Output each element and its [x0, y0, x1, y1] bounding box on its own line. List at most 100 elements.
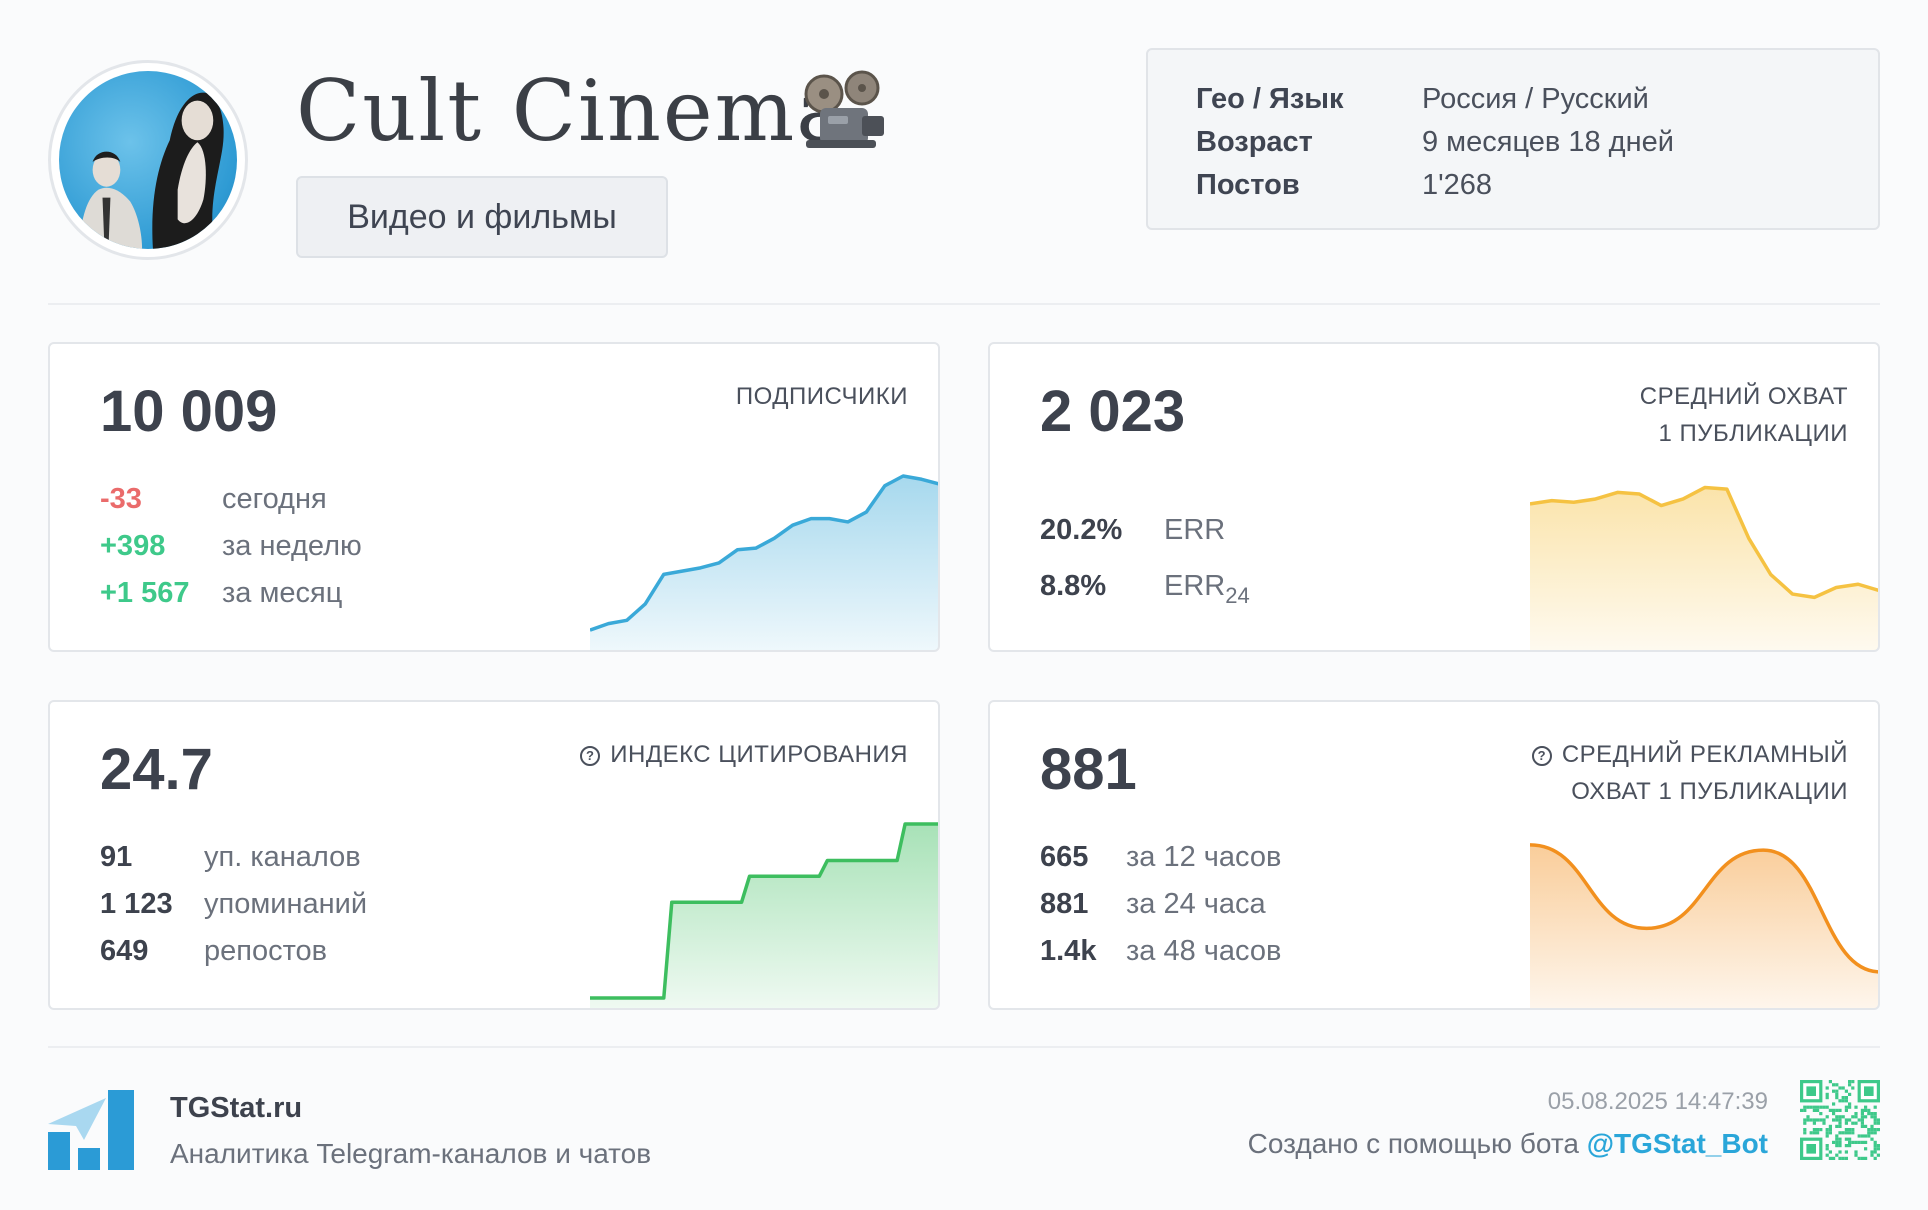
qr-module — [1851, 1131, 1855, 1135]
qr-module — [1857, 1134, 1861, 1138]
stat-row: 649 репостов — [100, 928, 367, 975]
stat-text: за 48 часов — [1126, 935, 1282, 967]
stat-number: 8.8% — [1040, 570, 1107, 602]
stat-text: репостов — [204, 935, 328, 967]
qr-module — [1867, 1128, 1871, 1132]
citation-label-text: ИНДЕКС ЦИТИРОВАНИЯ — [610, 741, 908, 768]
qr-module — [1848, 1131, 1852, 1135]
subscribers-chart — [590, 474, 938, 650]
qr-module — [1835, 1153, 1839, 1157]
qr-module — [1841, 1156, 1845, 1160]
ad-reach-card: 881 ? СРЕДНИЙ РЕКЛАМНЫЙ ОХВАТ 1 ПУБЛИКАЦИ… — [988, 700, 1880, 1010]
qr-module — [1803, 1108, 1807, 1112]
qr-module — [1825, 1131, 1829, 1135]
qr-module — [1832, 1102, 1836, 1106]
created-prefix: Создано с помощью бота — [1247, 1128, 1587, 1159]
chart-area — [1530, 487, 1878, 650]
citation-chart — [590, 822, 938, 1008]
qr-module — [1828, 1156, 1832, 1160]
info-key: Возраст — [1196, 126, 1313, 158]
qr-module — [1825, 1153, 1829, 1157]
chart-line — [590, 474, 938, 632]
qr-module — [1848, 1118, 1852, 1122]
qr-module — [1838, 1099, 1842, 1103]
qr-module — [1812, 1128, 1816, 1132]
qr-module — [1841, 1131, 1845, 1135]
qr-module — [1825, 1105, 1829, 1109]
qr-module — [1870, 1137, 1874, 1141]
stat-number: -33 — [100, 483, 142, 515]
qr-module — [1841, 1086, 1845, 1090]
info-key: Гео / Язык — [1196, 83, 1344, 115]
qr-module — [1848, 1102, 1852, 1106]
chart-area — [1530, 844, 1878, 1008]
citation-card: 24.7 ? ИНДЕКС ЦИТИРОВАНИЯ 91 уп. каналов … — [48, 700, 940, 1010]
qr-module — [1860, 1121, 1864, 1125]
qr-module — [1851, 1121, 1855, 1125]
stat-number: 881 — [1040, 888, 1089, 920]
qr-module — [1803, 1131, 1807, 1135]
qr-module — [1844, 1121, 1848, 1125]
qr-module — [1851, 1140, 1855, 1144]
qr-module — [1873, 1140, 1877, 1144]
ad-reach-label-line1: СРЕДНИЙ РЕКЛАМНЫЙ — [1561, 741, 1848, 768]
info-key: Постов — [1196, 169, 1300, 201]
qr-module — [1800, 1108, 1804, 1112]
info-value: 1'268 — [1422, 169, 1493, 201]
qr-module — [1860, 1124, 1864, 1128]
qr-module — [1838, 1150, 1842, 1154]
info-row-posts: Постов 1'268 — [1196, 164, 1830, 207]
qr-module — [1844, 1105, 1848, 1109]
qr-module — [1854, 1150, 1858, 1154]
brand-name[interactable]: TGStat.ru — [170, 1092, 303, 1124]
qr-module — [1876, 1121, 1880, 1125]
qr-module — [1838, 1124, 1842, 1128]
qr-module — [1819, 1128, 1823, 1132]
qr-module — [1857, 1156, 1861, 1160]
citation-label: ? ИНДЕКС ЦИТИРОВАНИЯ — [580, 736, 908, 773]
stat-row: 881 за 24 часа — [1040, 881, 1281, 928]
qr-module — [1838, 1115, 1842, 1119]
film-projector-icon — [804, 70, 884, 148]
qr-module — [1848, 1083, 1852, 1087]
stat-number: 20.2% — [1040, 514, 1123, 546]
qr-module — [1832, 1083, 1836, 1087]
stat-number: +1 567 — [100, 577, 190, 609]
qr-module — [1809, 1131, 1813, 1135]
qr-module — [1854, 1112, 1858, 1116]
stat-row: 1.4k за 48 часов — [1040, 928, 1281, 975]
bot-link[interactable]: @TGStat_Bot — [1586, 1128, 1768, 1159]
qr-module — [1832, 1108, 1836, 1112]
stat-number: 91 — [100, 841, 133, 873]
qr-module — [1860, 1112, 1864, 1116]
qr-module — [1838, 1156, 1842, 1160]
qr-module — [1848, 1105, 1852, 1109]
stat-text: сегодня — [222, 483, 327, 515]
reach-stats: 20.2% ERR 8.8% ERR24 — [1040, 500, 1250, 622]
stat-row: 8.8% ERR24 — [1040, 560, 1250, 622]
stat-row: +1 567 за месяц — [100, 570, 362, 617]
help-icon[interactable]: ? — [1531, 746, 1552, 766]
qr-module — [1873, 1118, 1877, 1122]
qr-module — [1857, 1140, 1861, 1144]
qr-module — [1832, 1112, 1836, 1116]
qr-module — [1870, 1153, 1874, 1157]
qr-module — [1812, 1121, 1816, 1125]
reach-value: 2 023 — [1040, 379, 1186, 444]
qr-module — [1844, 1099, 1848, 1103]
qr-module — [1838, 1137, 1842, 1141]
qr-module — [1848, 1144, 1852, 1148]
qr-module — [1851, 1086, 1855, 1090]
qr-module — [1825, 1134, 1829, 1138]
help-icon[interactable]: ? — [580, 746, 601, 766]
info-value: 9 месяцев 18 дней — [1422, 126, 1674, 158]
qr-module — [1806, 1115, 1810, 1119]
qr-module — [1835, 1083, 1839, 1087]
stat-text: уп. каналов — [204, 841, 361, 873]
footer-divider — [48, 1046, 1880, 1048]
qr-module — [1841, 1115, 1845, 1119]
stat-text: за 24 часа — [1126, 888, 1266, 920]
stat-number: 1.4k — [1040, 935, 1097, 967]
ad-reach-stats: 665 за 12 часов 881 за 24 часа 1.4k за 4… — [1040, 834, 1281, 975]
category-tag[interactable]: Видео и фильмы — [296, 176, 668, 258]
